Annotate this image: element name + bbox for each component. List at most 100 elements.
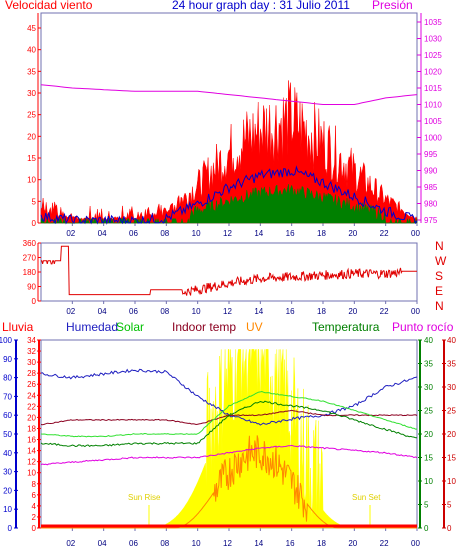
dewpoint-axis-tick: 20 xyxy=(447,430,456,439)
rain-axis-tick: 8 xyxy=(32,480,37,489)
hour-tick-label: 02 xyxy=(66,307,75,316)
hour-tick-label: 08 xyxy=(160,307,169,316)
hour-tick-label: 22 xyxy=(380,229,389,238)
rain-axis-tick: 2 xyxy=(32,513,37,522)
rain-axis-tick: 26 xyxy=(27,380,36,389)
hour-tick-label: 14 xyxy=(254,539,263,548)
temp-axis-tick: 0 xyxy=(424,524,429,533)
direction-axis-tick: 360 xyxy=(23,239,37,248)
dewpoint-axis-tick: 15 xyxy=(447,454,456,463)
humidity-axis-tick: 30 xyxy=(3,468,12,477)
rain-axis-tick: 34 xyxy=(27,336,36,345)
pressure-axis-tick: 975 xyxy=(424,216,438,225)
pressure-axis-tick: 990 xyxy=(424,167,438,176)
humidity-axis-tick: 60 xyxy=(3,411,12,420)
direction-axis-tick: 90 xyxy=(27,283,36,292)
temp-axis-tick: 15 xyxy=(424,454,433,463)
humidity-axis-tick: 10 xyxy=(3,505,12,514)
dewpoint-axis-tick: 10 xyxy=(447,477,456,486)
pressure-axis-tick: 995 xyxy=(424,150,438,159)
pressure-axis-tick: 980 xyxy=(424,200,438,209)
hour-tick-label: 14 xyxy=(254,307,263,316)
wind-axis-tick: 10 xyxy=(27,176,36,185)
wind-axis-tick: 45 xyxy=(27,24,36,33)
temp-axis-tick: 20 xyxy=(424,430,433,439)
temp-axis-tick: 40 xyxy=(424,336,433,345)
dewpoint-axis-tick: 40 xyxy=(447,336,456,345)
hour-tick-label: 10 xyxy=(192,539,201,548)
hour-tick-label: 22 xyxy=(380,539,389,548)
rain-axis-tick: 12 xyxy=(27,458,36,467)
dewpoint-axis-tick: 25 xyxy=(447,407,456,416)
hour-tick-label: 00 xyxy=(411,307,420,316)
dewpoint-line xyxy=(40,444,418,466)
chart-title: 24 hour graph day : 31 Julio 2011 xyxy=(172,0,350,12)
hour-tick-label: 04 xyxy=(98,229,107,238)
pressure-axis-tick: 1025 xyxy=(424,51,442,60)
hour-tick-label: 18 xyxy=(317,539,326,548)
pressure-axis-tick: 1005 xyxy=(424,117,442,126)
wind-gust-area xyxy=(40,80,418,224)
hour-tick-label: 12 xyxy=(223,229,232,238)
humidity-label: Humedad xyxy=(66,320,118,334)
rain-axis-tick: 22 xyxy=(27,402,36,411)
pressure-axis-tick: 985 xyxy=(424,183,438,192)
temperature-line xyxy=(40,400,418,448)
rain-label: Lluvia xyxy=(2,320,34,334)
wind-axis-tick: 5 xyxy=(32,197,37,206)
hour-tick-label: 00 xyxy=(411,229,420,238)
hour-tick-label: 18 xyxy=(317,307,326,316)
rain-axis-tick: 24 xyxy=(27,391,36,400)
rain-axis-tick: 16 xyxy=(27,436,36,445)
uv-line xyxy=(41,435,417,529)
humidity-axis-tick: 70 xyxy=(3,392,12,401)
compass-label: W xyxy=(435,254,447,268)
temp-axis-tick: 10 xyxy=(424,477,433,486)
hour-tick-label: 08 xyxy=(160,539,169,548)
rain-axis-tick: 30 xyxy=(27,358,36,367)
direction-axis-tick: 270 xyxy=(23,254,37,263)
rain-axis-tick: 10 xyxy=(27,469,36,478)
compass-label: E xyxy=(435,284,443,298)
temp-axis-tick: 30 xyxy=(424,383,433,392)
rain-axis-tick: 28 xyxy=(27,369,36,378)
hour-tick-label: 00 xyxy=(411,539,420,548)
wind-axis-tick: 35 xyxy=(27,67,36,76)
wind-axis-tick: 25 xyxy=(27,111,36,120)
hour-tick-label: 02 xyxy=(66,229,75,238)
hour-tick-label: 06 xyxy=(129,539,138,548)
rain-axis-tick: 32 xyxy=(27,347,36,356)
wind-axis-tick: 30 xyxy=(27,89,36,98)
hour-tick-label: 20 xyxy=(348,229,357,238)
humidity-axis-tick: 20 xyxy=(3,486,12,495)
dewpoint-label: Punto rocío xyxy=(392,320,454,334)
solar-label: Solar xyxy=(116,320,144,334)
pressure-line xyxy=(40,84,418,105)
hour-tick-label: 10 xyxy=(192,307,201,316)
wind-axis-tick: 20 xyxy=(27,132,36,141)
pressure-label: Presión xyxy=(372,0,413,12)
hour-tick-label: 06 xyxy=(129,229,138,238)
hour-tick-label: 10 xyxy=(192,229,201,238)
direction-axis-tick: 0 xyxy=(32,297,37,306)
wind-speed-label: Velocidad viento xyxy=(5,0,93,12)
rain-axis-tick: 14 xyxy=(27,447,36,456)
temperature-max-line xyxy=(40,390,417,438)
wind-average-line xyxy=(40,165,418,225)
hour-tick-label: 20 xyxy=(348,539,357,548)
wind-direction-line xyxy=(41,245,417,296)
temp-axis-tick: 5 xyxy=(424,501,429,510)
humidity-axis-tick: 40 xyxy=(3,449,12,458)
rain-axis-tick: 0 xyxy=(32,524,37,533)
hour-tick-label: 06 xyxy=(129,307,138,316)
compass-label: N xyxy=(435,299,444,313)
humidity-axis-tick: 80 xyxy=(3,374,12,383)
sunrise-label: Sun Rise xyxy=(128,493,161,502)
hour-tick-label: 04 xyxy=(98,539,107,548)
humidity-axis-tick: 90 xyxy=(3,355,12,364)
wind-low-area xyxy=(40,184,418,224)
humidity-axis-tick: 100 xyxy=(0,336,13,345)
dewpoint-axis-tick: 30 xyxy=(447,383,456,392)
